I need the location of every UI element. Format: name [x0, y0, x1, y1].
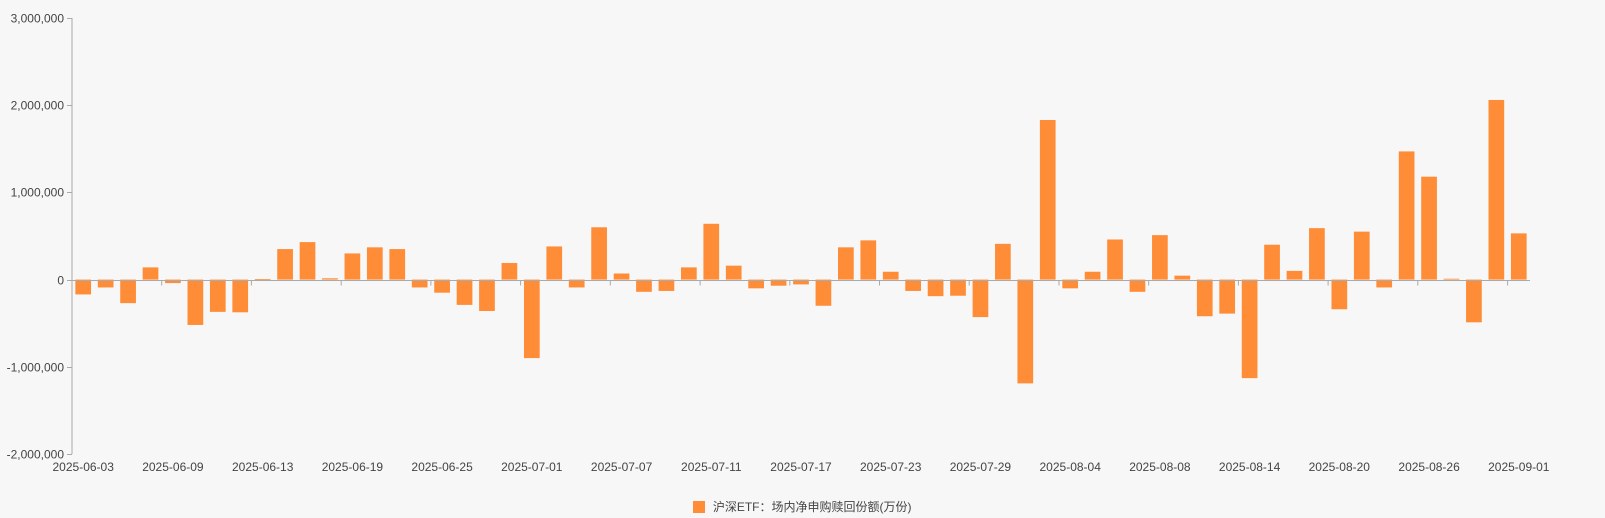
bar-2025-08-13[interactable]: [1219, 279, 1236, 314]
bar-2025-06-09[interactable]: [165, 279, 181, 284]
bar-2025-06-05[interactable]: [120, 279, 136, 304]
bar-2025-06-17[interactable]: [299, 242, 316, 280]
y-tick-label: -1,000,000: [7, 361, 65, 375]
bar-2025-08-27[interactable]: [1443, 278, 1460, 280]
y-tick-label: 0: [57, 274, 64, 288]
x-tick-label: 2025-07-01: [501, 460, 563, 474]
legend[interactable]: 沪深ETF：场内净申购赎回份额(万份): [0, 498, 1605, 515]
bar-2025-07-08[interactable]: [636, 279, 652, 292]
bar-2025-07-16[interactable]: [770, 279, 787, 286]
bar-2025-08-14[interactable]: [1241, 279, 1258, 379]
bar-2025-08-15[interactable]: [1264, 244, 1280, 280]
y-tick-label: 2,000,000: [11, 99, 65, 113]
bar-2025-08-11[interactable]: [1174, 275, 1191, 280]
bar-2025-06-30[interactable]: [501, 263, 518, 280]
bar-2025-08-07[interactable]: [1129, 279, 1146, 292]
bar-2025-06-19[interactable]: [344, 253, 361, 280]
bar-2025-08-25[interactable]: [1398, 151, 1415, 280]
bar-2025-07-03[interactable]: [568, 279, 585, 288]
bar-2025-07-30[interactable]: [995, 243, 1011, 280]
bar-2025-06-12[interactable]: [232, 279, 249, 313]
legend-swatch-icon: [693, 501, 706, 513]
x-tick-label: 2025-07-11: [681, 460, 742, 474]
x-axis: 2025-06-03 2025-06-09 2025-06-13 2025-06-19…: [53, 280, 1550, 474]
bar-2025-06-20[interactable]: [366, 247, 383, 280]
bar-2025-06-26[interactable]: [456, 279, 473, 305]
bar-2025-07-02[interactable]: [546, 246, 563, 280]
x-tick-label: 2025-07-17: [770, 460, 832, 474]
bar-2025-06-04[interactable]: [97, 279, 114, 288]
bar-2025-08-05[interactable]: [1084, 271, 1101, 280]
bar-2025-08-22[interactable]: [1376, 279, 1393, 288]
x-tick-label: 2025-07-23: [860, 460, 922, 474]
bar-2025-06-11[interactable]: [209, 279, 226, 312]
bar-2025-06-16[interactable]: [277, 249, 293, 280]
bar-2025-06-13[interactable]: [254, 279, 271, 280]
x-tick-label: 2025-06-13: [232, 460, 294, 474]
bar-2025-07-21[interactable]: [838, 247, 854, 280]
bar-2025-07-15[interactable]: [748, 279, 764, 289]
bar-2025-07-17[interactable]: [793, 279, 809, 285]
bar-2025-07-25[interactable]: [927, 279, 944, 297]
bar-2025-06-27[interactable]: [479, 279, 495, 311]
x-tick-label: 2025-06-19: [322, 460, 384, 474]
bar-2025-07-24[interactable]: [905, 279, 921, 291]
y-tick-label: -2,000,000: [7, 448, 65, 462]
bar-2025-08-20[interactable]: [1331, 279, 1348, 310]
bar-2025-08-19[interactable]: [1309, 228, 1325, 280]
bar-2025-07-31[interactable]: [1017, 279, 1034, 384]
bar-2025-08-21[interactable]: [1353, 231, 1370, 280]
x-tick-label: 2025-09-01: [1488, 460, 1550, 474]
bar-2025-07-01[interactable]: [523, 279, 540, 359]
bar-2025-08-28[interactable]: [1466, 279, 1482, 323]
bar-2025-07-23[interactable]: [882, 271, 899, 280]
bar-2025-08-18[interactable]: [1286, 270, 1303, 280]
bar-2025-08-29[interactable]: [1488, 99, 1505, 280]
bars: [75, 99, 1527, 384]
bar-2025-08-04[interactable]: [1062, 279, 1079, 289]
bar-2025-08-06[interactable]: [1107, 239, 1123, 280]
bar-2025-07-04[interactable]: [591, 227, 607, 280]
bar-2025-07-07[interactable]: [613, 273, 630, 280]
bar-2025-07-14[interactable]: [725, 265, 742, 280]
bar-2025-06-06[interactable]: [142, 267, 159, 280]
y-tick-label: 1,000,000: [11, 186, 65, 200]
bar-2025-09-01[interactable]: [1510, 233, 1527, 280]
x-tick-label: 2025-07-07: [591, 460, 653, 474]
bar-chart: 3,000,000 2,000,000 1,000,000 0 -1,000,000 -2…: [7, 12, 1550, 475]
y-axis: 3,000,000 2,000,000 1,000,000 0 -1,000,000 -2…: [7, 12, 73, 462]
bar-2025-06-03[interactable]: [75, 279, 92, 295]
bar-2025-07-22[interactable]: [860, 240, 877, 280]
bar-2025-07-29[interactable]: [972, 279, 989, 318]
x-tick-label: 2025-08-26: [1398, 460, 1460, 474]
bar-2025-08-26[interactable]: [1421, 176, 1437, 280]
bar-2025-06-23[interactable]: [389, 249, 406, 280]
bar-2025-07-28[interactable]: [950, 279, 966, 296]
bar-2025-07-10[interactable]: [681, 267, 697, 280]
x-tick-label: 2025-08-14: [1219, 460, 1281, 474]
bar-2025-08-01[interactable]: [1039, 120, 1056, 280]
bar-2025-06-25[interactable]: [434, 279, 450, 293]
x-tick-label: 2025-06-25: [411, 460, 473, 474]
bar-2025-06-24[interactable]: [411, 279, 428, 288]
bar-2025-07-11[interactable]: [703, 223, 720, 280]
bar-2025-07-18[interactable]: [815, 279, 832, 306]
x-tick-label: 2025-08-08: [1129, 460, 1191, 474]
bar-2025-08-08[interactable]: [1152, 235, 1168, 280]
bar-2025-06-18[interactable]: [322, 278, 338, 280]
x-tick-label: 2025-08-04: [1040, 460, 1102, 474]
y-tick-label: 3,000,000: [11, 12, 65, 26]
bar-2025-07-09[interactable]: [658, 279, 675, 291]
bar-2025-08-12[interactable]: [1196, 279, 1213, 317]
x-tick-label: 2025-06-09: [142, 460, 204, 474]
x-tick-label: 2025-08-20: [1309, 460, 1371, 474]
bar-2025-06-10[interactable]: [187, 279, 204, 325]
x-tick-label: 2025-07-29: [950, 460, 1012, 474]
legend-label: 沪深ETF：场内净申购赎回份额(万份): [712, 500, 912, 514]
x-tick-label: 2025-06-03: [53, 460, 115, 474]
